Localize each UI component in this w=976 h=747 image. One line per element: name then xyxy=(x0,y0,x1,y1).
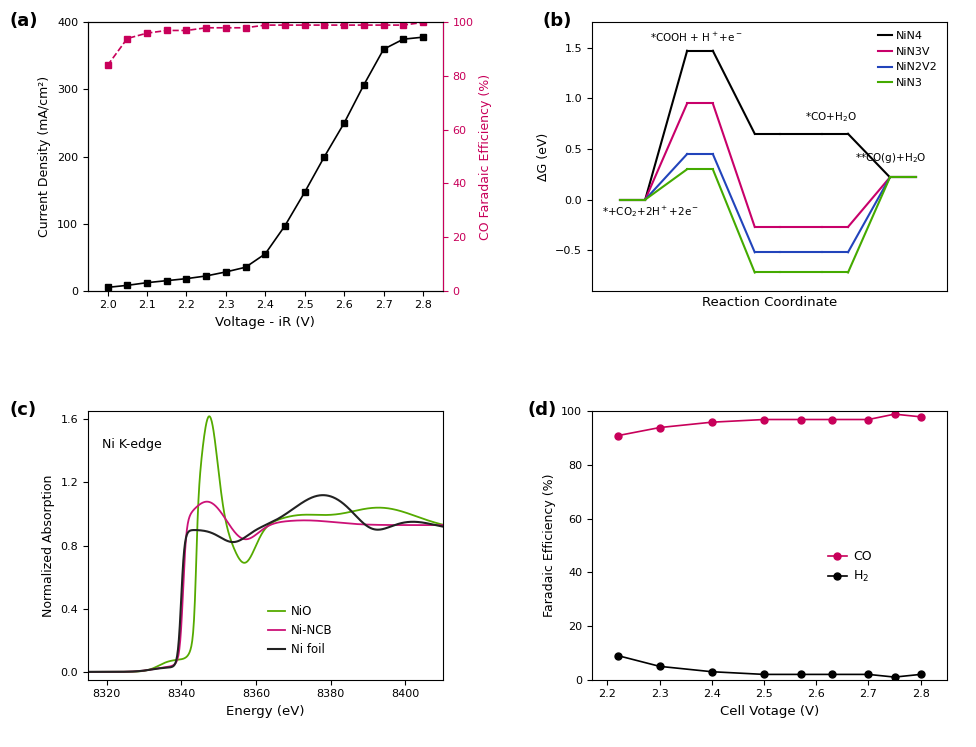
Text: Ni K-edge: Ni K-edge xyxy=(102,438,162,451)
Ni foil xyxy=(437,522,449,531)
X-axis label: Energy (eV): Energy (eV) xyxy=(226,705,305,718)
Text: *COOH + H$^+$+e$^-$: *COOH + H$^+$+e$^-$ xyxy=(650,31,743,43)
Ni foil xyxy=(103,667,115,676)
H$_2$ xyxy=(889,672,901,681)
Text: *CO+H$_2$O: *CO+H$_2$O xyxy=(805,111,857,125)
CO xyxy=(794,415,806,424)
NiO xyxy=(82,667,94,676)
Ni-NCB xyxy=(437,521,449,530)
NiO xyxy=(298,510,309,519)
Ni foil xyxy=(82,667,94,676)
CO xyxy=(758,415,770,424)
Ni-NCB xyxy=(103,667,115,676)
CO xyxy=(612,431,624,440)
Legend: NiO, Ni-NCB, Ni foil: NiO, Ni-NCB, Ni foil xyxy=(263,600,338,660)
H$_2$ xyxy=(863,670,874,679)
Text: (c): (c) xyxy=(10,400,37,419)
NiO xyxy=(289,511,301,520)
H$_2$ xyxy=(758,670,770,679)
CO xyxy=(863,415,874,424)
H$_2$ xyxy=(915,670,926,679)
H$_2$ xyxy=(706,667,717,676)
Text: *+CO$_2$+2H$^+$+2e$^-$: *+CO$_2$+2H$^+$+2e$^-$ xyxy=(602,204,699,219)
NiN3V xyxy=(614,195,626,204)
H$_2$ xyxy=(654,662,666,671)
X-axis label: Reaction Coordinate: Reaction Coordinate xyxy=(702,297,836,309)
Ni-NCB xyxy=(351,520,363,529)
Legend: NiN4, NiN3V, NiN2V2, NiN3: NiN4, NiN3V, NiN2V2, NiN3 xyxy=(874,28,941,91)
Legend: CO, H$_2$: CO, H$_2$ xyxy=(823,545,876,589)
Ni-NCB xyxy=(289,516,301,525)
Y-axis label: CO Faradaic Efficiency (%): CO Faradaic Efficiency (%) xyxy=(479,73,492,240)
NiN4 xyxy=(639,195,651,204)
CO xyxy=(826,415,837,424)
NiN3 xyxy=(639,195,651,204)
CO xyxy=(706,418,717,427)
NiN3V xyxy=(639,195,651,204)
NiO xyxy=(203,412,215,421)
Y-axis label: Faradaic Efficiency (%): Faradaic Efficiency (%) xyxy=(543,474,555,617)
H$_2$ xyxy=(794,670,806,679)
NiN4 xyxy=(614,195,626,204)
NiN3 xyxy=(614,195,626,204)
CO xyxy=(654,423,666,432)
NiO xyxy=(437,520,449,529)
NiN2V2 xyxy=(639,195,651,204)
Ni foil xyxy=(308,492,320,501)
Ni foil xyxy=(298,498,309,506)
X-axis label: Voltage - iR (V): Voltage - iR (V) xyxy=(216,316,315,329)
H$_2$ xyxy=(612,651,624,660)
Ni-NCB xyxy=(308,516,320,525)
Y-axis label: Current Density (mA/cm²): Current Density (mA/cm²) xyxy=(38,76,52,237)
X-axis label: Cell Votage (V): Cell Votage (V) xyxy=(719,705,819,718)
Line: NiO: NiO xyxy=(88,416,443,672)
Line: H$_2$: H$_2$ xyxy=(615,652,924,681)
Text: **CO(g)+H$_2$O: **CO(g)+H$_2$O xyxy=(855,151,927,165)
Line: CO: CO xyxy=(615,411,924,439)
Ni-NCB xyxy=(298,516,309,525)
Ni foil xyxy=(317,491,329,500)
Ni foil xyxy=(388,521,400,530)
CO xyxy=(915,412,926,421)
Y-axis label: Normalized Absorption: Normalized Absorption xyxy=(42,474,55,617)
NiO xyxy=(388,505,400,514)
H$_2$ xyxy=(826,670,837,679)
Line: Ni-NCB: Ni-NCB xyxy=(88,502,443,672)
CO xyxy=(889,409,901,418)
NiO xyxy=(103,667,115,676)
Y-axis label: ΔG (eV): ΔG (eV) xyxy=(537,132,549,181)
NiO xyxy=(308,510,320,519)
Ni foil xyxy=(351,513,363,522)
Text: (a): (a) xyxy=(10,12,38,30)
Line: Ni foil: Ni foil xyxy=(88,495,443,672)
Text: (b): (b) xyxy=(542,12,572,30)
Ni-NCB xyxy=(388,521,400,530)
NiO xyxy=(351,506,363,515)
NiN2V2 xyxy=(614,195,626,204)
Text: (d): (d) xyxy=(528,400,557,419)
Ni-NCB xyxy=(82,667,94,676)
Ni foil xyxy=(288,503,300,512)
Ni-NCB xyxy=(201,498,213,506)
